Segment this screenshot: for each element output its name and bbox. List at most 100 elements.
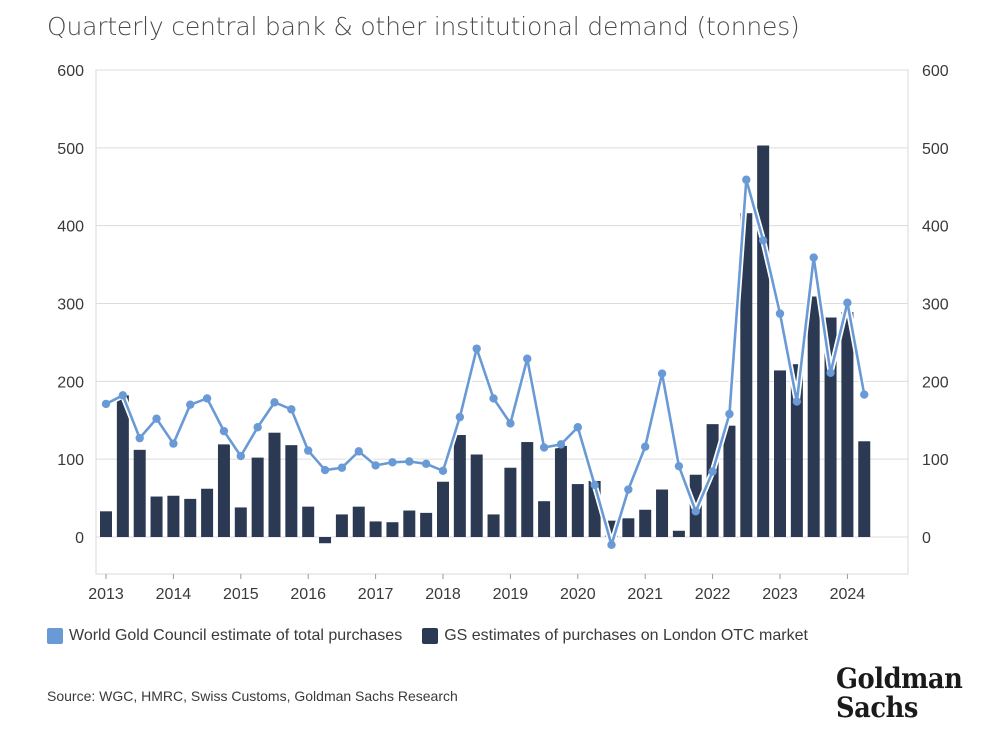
line-point [405, 457, 414, 466]
y-tick-label-right: 200 [922, 374, 949, 391]
y-tick-label-left: 300 [57, 297, 84, 314]
bar [420, 512, 433, 537]
line-series-wgc [105, 178, 866, 547]
line-point [556, 440, 566, 449]
bar [352, 506, 365, 537]
y-tick-label-right: 600 [922, 63, 949, 80]
bar [807, 296, 820, 537]
bar [302, 506, 315, 537]
x-tick-label: 2022 [695, 586, 731, 603]
bar [116, 395, 129, 537]
line-point [101, 399, 111, 409]
bar [571, 484, 584, 537]
bar [504, 467, 517, 537]
y-tick-label-left: 0 [75, 530, 84, 547]
line-point [219, 426, 229, 436]
line-point [641, 442, 650, 451]
line-point [354, 447, 363, 456]
y-tick-label-right: 500 [922, 141, 949, 158]
bar [285, 445, 298, 537]
legend-swatch-gs [422, 628, 439, 644]
line-point [826, 368, 835, 377]
x-tick-label: 2020 [560, 586, 596, 603]
legend-item-wgc: World Gold Council estimate of total pur… [47, 627, 402, 645]
x-tick-label: 2019 [493, 586, 529, 603]
line-point [775, 309, 785, 318]
bar [100, 511, 112, 537]
bar [757, 145, 770, 537]
bar [858, 441, 871, 537]
y-tick-label-right: 100 [922, 452, 949, 469]
line-point [472, 344, 481, 353]
bar [335, 514, 348, 537]
legend-label-wgc: World Gold Council estimate of total pur… [69, 627, 403, 644]
bar [184, 498, 197, 537]
bar [841, 312, 854, 537]
line-point [304, 446, 313, 455]
plot-frame [95, 69, 909, 575]
line-point [202, 394, 212, 403]
bar [319, 537, 332, 544]
bar [487, 514, 500, 537]
bar [656, 489, 669, 537]
legend-swatch-wgc [47, 628, 63, 644]
bar [369, 521, 382, 537]
line-point [506, 419, 515, 428]
line-point [152, 414, 161, 423]
y-tick-label-left: 100 [57, 452, 84, 469]
line-point [236, 451, 245, 461]
x-tick-label: 2016 [290, 586, 326, 603]
bar [386, 522, 399, 537]
source-note: Source: WGC, HMRC, Swiss Customs, Goldma… [47, 688, 458, 704]
line-point [691, 507, 700, 516]
line-point [523, 354, 532, 363]
bar [554, 445, 567, 537]
line-point [337, 463, 347, 472]
bar [268, 432, 281, 537]
line-point [843, 298, 852, 307]
bar [167, 495, 180, 537]
bar [133, 449, 146, 537]
bar [453, 435, 466, 537]
bar [234, 507, 247, 537]
bar [740, 213, 753, 538]
x-tick-label: 2013 [88, 586, 124, 603]
bar [521, 442, 534, 537]
line-point [624, 485, 633, 494]
bar [639, 509, 652, 537]
y-tick-label-left: 400 [57, 219, 84, 236]
x-tick-label: 2014 [156, 586, 192, 603]
line-point [253, 423, 262, 432]
line-point [573, 423, 582, 432]
line-point [320, 465, 330, 475]
line-point [287, 405, 296, 414]
legend-label-gs: GS estimates of purchases on London OTC … [444, 627, 808, 644]
line-point [590, 480, 599, 490]
bar-layer [100, 145, 871, 544]
line-point [169, 439, 178, 448]
line-point [742, 175, 751, 184]
x-tick-label: 2018 [425, 586, 461, 603]
y-tick-label-left: 200 [57, 374, 84, 391]
line-point [135, 433, 144, 443]
bar [251, 457, 264, 537]
goldman-sachs-logo: Goldman Sachs [836, 662, 963, 724]
bar [470, 454, 483, 537]
x-tick-label: 2023 [762, 586, 798, 603]
bar [437, 481, 449, 537]
line-point [270, 398, 279, 407]
line-point [489, 394, 498, 403]
y-tick-label-left: 500 [57, 141, 84, 158]
bar [538, 501, 551, 537]
line-point [539, 443, 549, 452]
bar [217, 444, 230, 537]
y-tick-label-left: 600 [57, 63, 84, 80]
line-point [657, 369, 667, 378]
bar [774, 370, 786, 537]
line-point [674, 461, 684, 471]
chart-plot: 0 0 100 100 200 200 300 300 400 400 500 500 600 600 20… [57, 63, 949, 603]
y-tick-label-right: 400 [922, 219, 949, 236]
line-point [388, 458, 397, 467]
line-point [860, 390, 869, 399]
y-tick-label-right: 300 [922, 297, 949, 314]
